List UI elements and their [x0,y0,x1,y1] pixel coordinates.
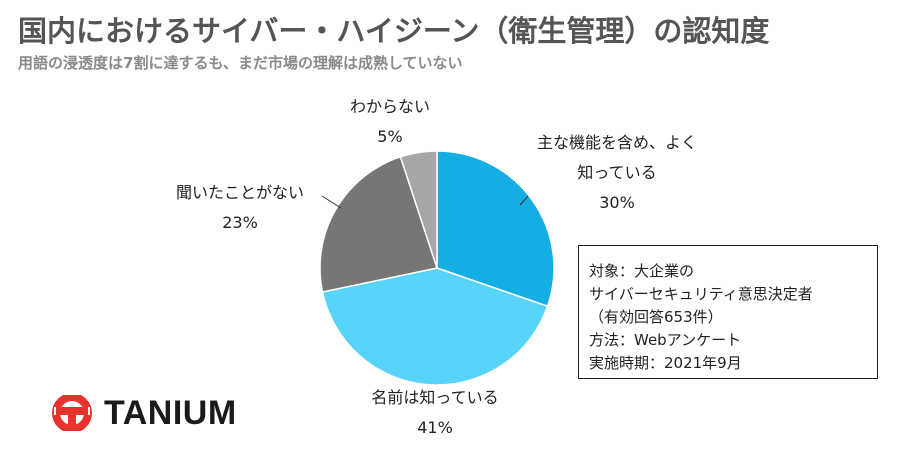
slice-label-well-known-pct: 30% [599,193,635,212]
survey-target-detail: サイバーセキュリティ意思決定者 [589,285,813,303]
slice-label-never-heard-pct: 23% [222,213,258,232]
slice-label-unknown-name: わからない [349,97,430,116]
pie-slice-unknown [399,150,438,269]
slice-label-name-known-name: 名前は知っている [371,388,499,407]
tanium-logo-mark-icon [52,395,92,431]
pie-slice-name-known [321,267,549,386]
tanium-logo-text: TANIUM [104,394,237,432]
pie-slice-never-heard [319,155,438,293]
tanium-logo: TANIUM [52,393,312,433]
pie-slice-well-known [436,150,555,308]
slice-label-unknown-pct: 5% [377,127,403,146]
leader-line-never-heard [321,195,342,209]
leader-line-well-known [519,195,529,206]
page-subtitle: 用語の浸透度は7割に達するも、まだ市場の理解は成熟していない [18,54,463,72]
survey-info-box: 対象：大企業の サイバーセキュリティ意思決定者 （有効回答653件） 方法：We… [578,245,878,379]
slice-label-never-heard: 聞いたことがない 23% [150,178,330,238]
slice-label-unknown: わからない 5% [330,92,450,152]
survey-target: 対象：大企業の [589,262,695,280]
slice-label-name-known-pct: 41% [417,418,453,437]
slice-label-name-known: 名前は知っている 41% [340,383,530,443]
slice-label-well-known-line2: 知っている [577,163,657,182]
survey-period: 実施時期：2021年9月 [589,354,742,372]
page-title: 国内におけるサイバー・ハイジーン（衛生管理）の認知度 [18,14,770,48]
slice-label-never-heard-name: 聞いたことがない [175,183,304,202]
slice-label-well-known-line1: 主な機能を含め、よく [536,133,697,152]
survey-method: 方法：Webアンケート [589,331,742,349]
slice-label-well-known: 主な機能を含め、よく 知っている 30% [522,128,712,218]
survey-responses: （有効回答653件） [589,308,723,326]
